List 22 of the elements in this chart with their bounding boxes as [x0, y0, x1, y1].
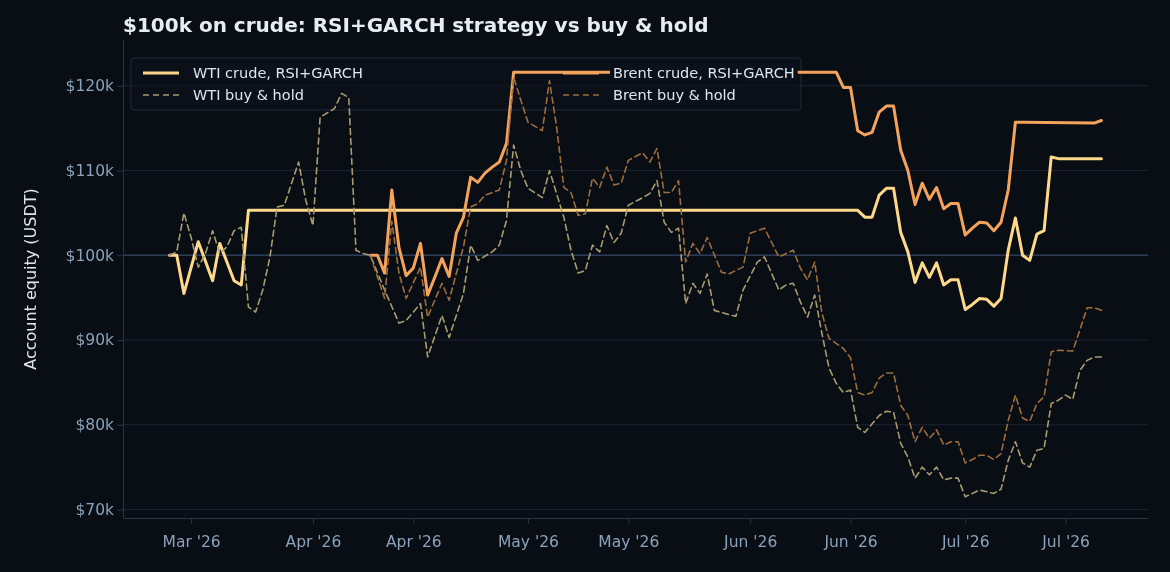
- y-tick-label: $80k: [75, 416, 115, 435]
- y-tick-label: $110k: [65, 161, 115, 180]
- y-tick-label: $90k: [75, 331, 115, 350]
- x-tick-label: May '26: [598, 533, 660, 552]
- x-tick-label: May '26: [498, 533, 559, 552]
- legend-label: Brent crude, RSI+GARCH: [613, 65, 795, 81]
- chart-title: $100k on crude: RSI+GARCH strategy vs buy & hold: [123, 13, 709, 37]
- y-tick-label: $120k: [65, 77, 115, 96]
- x-tick-label: Jul '26: [1041, 533, 1090, 552]
- legend-label: WTI crude, RSI+GARCH: [193, 65, 363, 81]
- x-tick-label: Jun '26: [823, 533, 878, 552]
- x-tick-label: Jun '26: [723, 533, 778, 552]
- line-series: [168, 155, 1103, 312]
- x-tick-label: Apr '26: [285, 533, 342, 552]
- y-axis-title: Account equity (USDT): [21, 188, 40, 370]
- x-tick-label: Jul '26: [940, 533, 990, 552]
- y-tick-label: $100k: [65, 246, 115, 265]
- legend-label: WTI buy & hold: [193, 87, 304, 103]
- x-tick-label: Mar '26: [162, 533, 221, 552]
- x-tick-label: Apr '26: [385, 533, 442, 552]
- y-tick-label: $70k: [75, 500, 115, 519]
- legend-label: Brent buy & hold: [613, 87, 736, 103]
